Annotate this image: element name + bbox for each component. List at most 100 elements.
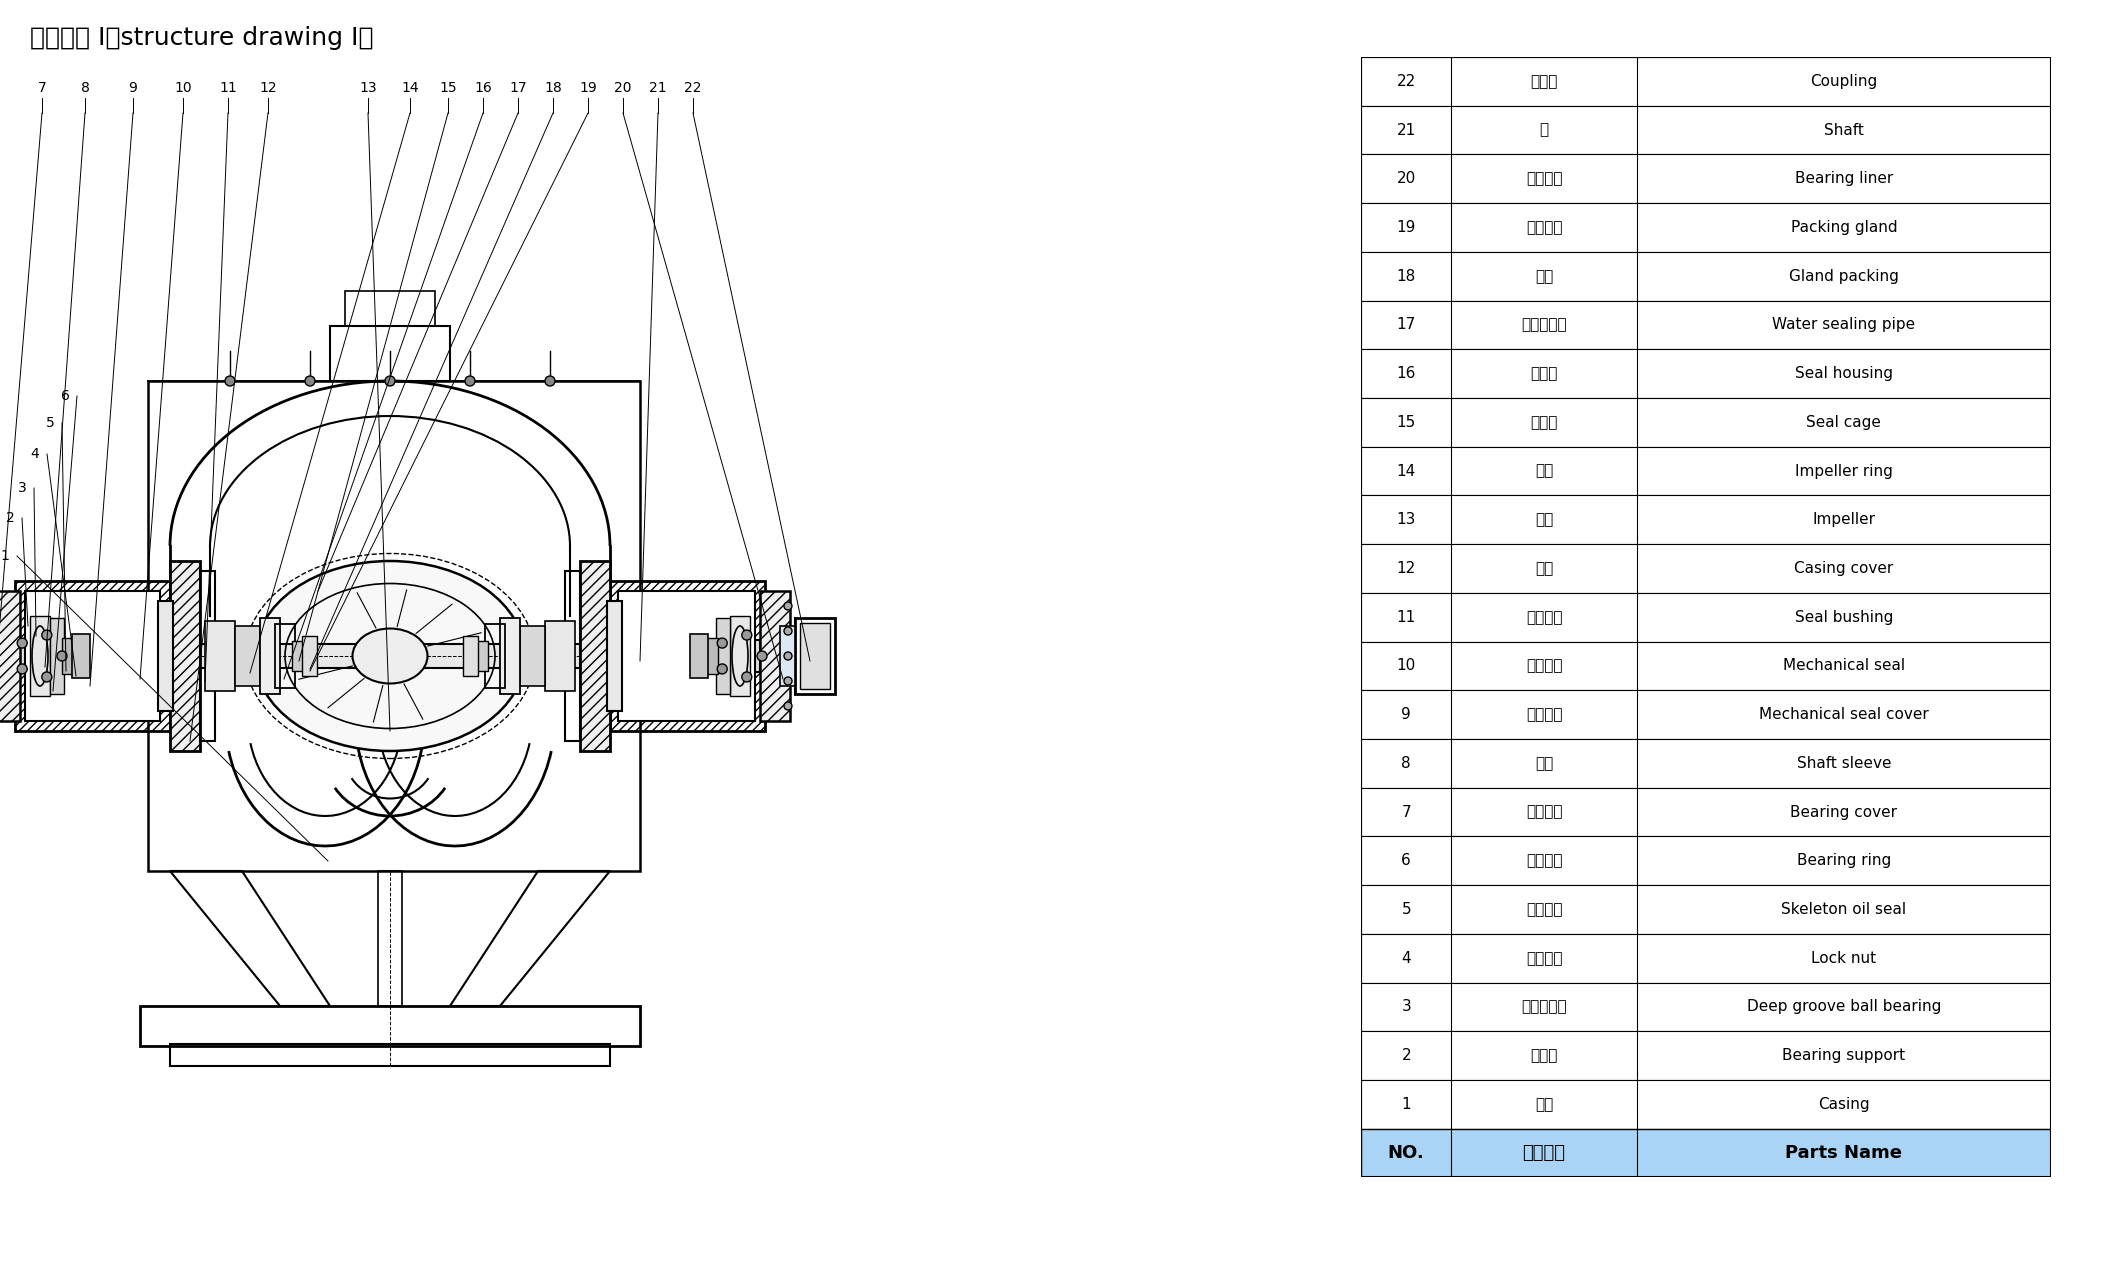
Bar — [1361, 885, 2051, 934]
Text: 19: 19 — [580, 81, 597, 95]
Text: 轴承压盖: 轴承压盖 — [1525, 804, 1563, 819]
Bar — [779, 625, 794, 686]
Bar — [158, 601, 172, 711]
Bar — [200, 571, 214, 741]
Bar — [609, 581, 765, 730]
Text: 4: 4 — [1401, 951, 1412, 966]
Text: Casing cover: Casing cover — [1794, 561, 1893, 576]
Circle shape — [742, 672, 752, 682]
Text: 轴承衬圈: 轴承衬圈 — [1525, 171, 1563, 186]
Bar — [206, 622, 235, 691]
Circle shape — [225, 376, 235, 386]
Circle shape — [544, 376, 555, 386]
Bar — [1361, 690, 2051, 739]
Bar — [170, 561, 200, 751]
Bar — [1361, 398, 2051, 447]
Text: Impeller ring: Impeller ring — [1794, 463, 1893, 479]
Bar — [462, 636, 479, 676]
Text: 13: 13 — [1397, 513, 1416, 527]
Bar — [500, 618, 521, 694]
Bar — [689, 634, 708, 679]
Bar — [1361, 1129, 2051, 1177]
Text: Coupling: Coupling — [1811, 73, 1878, 89]
Bar — [1361, 105, 2051, 154]
Circle shape — [42, 630, 53, 641]
Bar — [761, 591, 790, 722]
Bar — [345, 291, 435, 327]
Bar — [544, 622, 576, 691]
Text: 13: 13 — [359, 81, 376, 95]
Circle shape — [716, 663, 727, 674]
Text: 轴承压环: 轴承压环 — [1525, 853, 1563, 868]
Text: 泵盖: 泵盖 — [1536, 561, 1553, 576]
Text: Deep groove ball bearing: Deep groove ball bearing — [1746, 999, 1941, 1014]
Text: 19: 19 — [1397, 220, 1416, 235]
Text: 2: 2 — [6, 511, 15, 525]
Text: Bearing ring: Bearing ring — [1796, 853, 1891, 868]
Text: 14: 14 — [401, 81, 418, 95]
Bar — [1361, 495, 2051, 544]
Text: 4: 4 — [32, 447, 40, 461]
Bar — [580, 561, 609, 751]
Circle shape — [57, 651, 67, 661]
Ellipse shape — [254, 561, 525, 751]
Bar — [794, 618, 834, 694]
Bar — [1361, 592, 2051, 642]
Text: 口环: 口环 — [1536, 463, 1553, 479]
Bar — [63, 638, 74, 674]
Bar — [761, 591, 790, 722]
Circle shape — [784, 677, 792, 685]
Circle shape — [42, 672, 53, 682]
Bar — [292, 641, 307, 671]
Text: 7: 7 — [1401, 804, 1412, 819]
Bar — [25, 591, 160, 722]
Circle shape — [384, 376, 395, 386]
Circle shape — [17, 638, 27, 648]
Text: 1: 1 — [0, 549, 8, 563]
Text: 机封压盖: 机封压盖 — [1525, 708, 1563, 722]
Text: 8: 8 — [80, 81, 90, 95]
Text: Shaft: Shaft — [1824, 123, 1864, 138]
Circle shape — [17, 663, 27, 674]
Bar — [1361, 154, 2051, 203]
Text: Bearing cover: Bearing cover — [1790, 804, 1897, 819]
Bar — [1361, 837, 2051, 885]
Bar — [235, 625, 261, 686]
Bar — [475, 641, 487, 671]
Text: 3: 3 — [17, 481, 27, 495]
Text: Casing: Casing — [1817, 1096, 1870, 1112]
Text: 叶轮: 叶轮 — [1536, 513, 1553, 527]
Bar — [1361, 349, 2051, 398]
Text: 深沟球轴承: 深沟球轴承 — [1521, 999, 1567, 1014]
Text: Lock nut: Lock nut — [1811, 951, 1876, 966]
Bar — [1361, 447, 2051, 495]
Text: 17: 17 — [508, 81, 527, 95]
Text: 11: 11 — [1397, 610, 1416, 624]
Bar — [1361, 300, 2051, 349]
Bar — [71, 634, 90, 679]
Text: Bearing liner: Bearing liner — [1794, 171, 1893, 186]
Bar — [1361, 982, 2051, 1032]
Text: 10: 10 — [174, 81, 191, 95]
Text: 17: 17 — [1397, 318, 1416, 333]
Text: 11: 11 — [219, 81, 237, 95]
Text: 密封体: 密封体 — [1530, 366, 1557, 381]
Circle shape — [716, 638, 727, 648]
Bar — [521, 625, 544, 686]
Bar — [170, 1044, 609, 1066]
Text: 锁紧螺母: 锁紧螺母 — [1525, 951, 1563, 966]
Text: 16: 16 — [475, 81, 492, 95]
Text: 6: 6 — [61, 389, 69, 403]
Ellipse shape — [353, 628, 427, 684]
Text: 7: 7 — [38, 81, 46, 95]
Bar — [609, 581, 765, 730]
Circle shape — [784, 652, 792, 660]
Bar — [0, 591, 21, 722]
Bar — [1361, 57, 2051, 105]
Text: 21: 21 — [649, 81, 666, 95]
Bar — [147, 381, 641, 871]
Bar — [170, 561, 200, 751]
Bar — [1361, 787, 2051, 837]
Bar — [609, 641, 761, 672]
Text: 轴: 轴 — [1540, 123, 1548, 138]
